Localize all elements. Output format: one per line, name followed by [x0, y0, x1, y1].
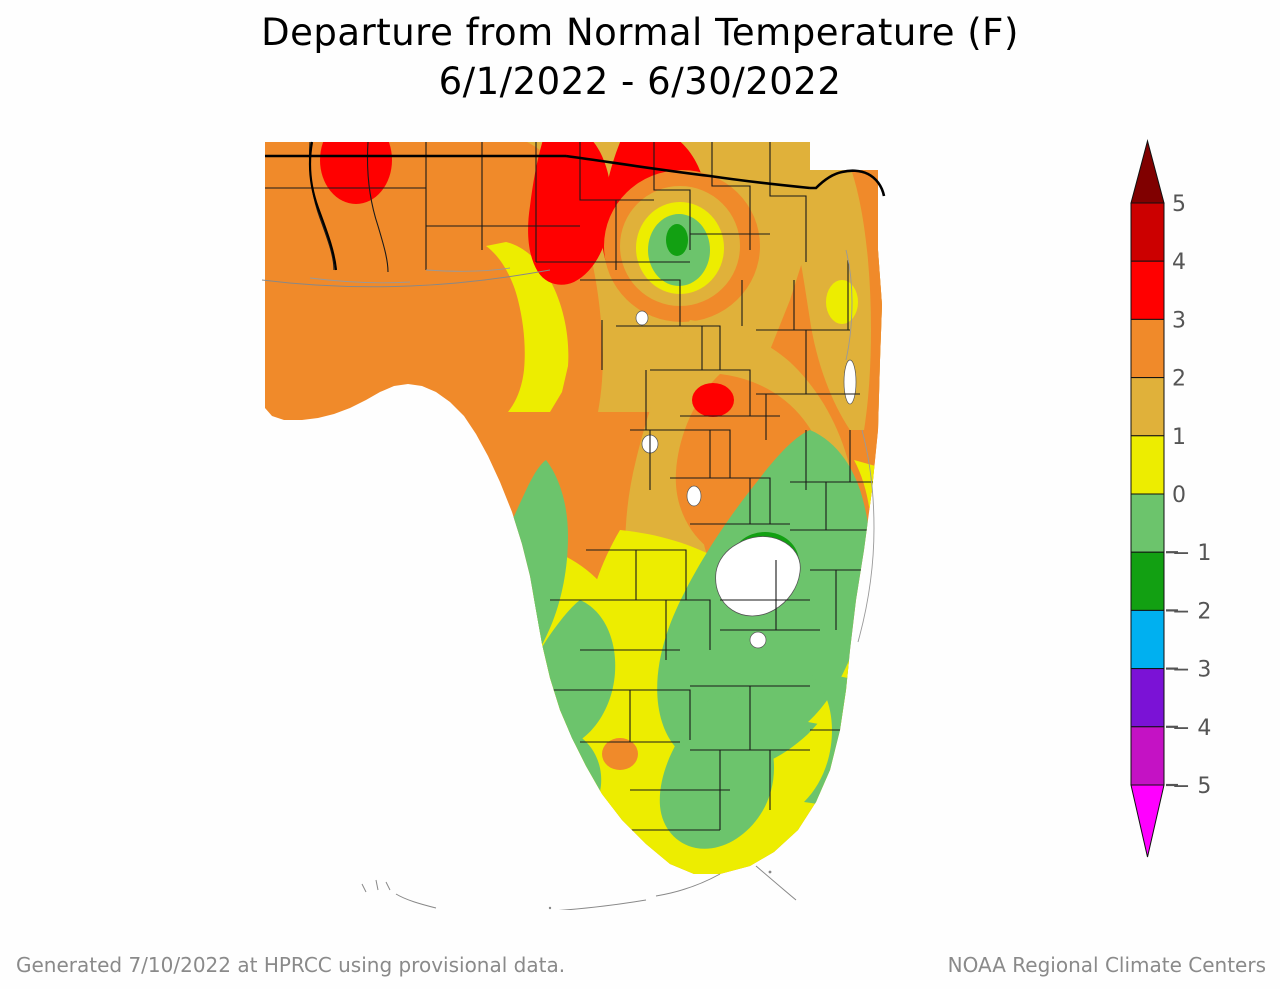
colorbar-tick-label: − 2	[1172, 599, 1211, 624]
colorbar-band	[1130, 377, 1165, 437]
colorbar-band	[1130, 493, 1165, 553]
colorbar-tick-label: 2	[1172, 367, 1186, 392]
florida-temperature-departure-map	[250, 130, 910, 910]
lake-okeechobee	[715, 536, 801, 617]
colorbar-band	[1130, 551, 1165, 611]
colorbar-band	[1130, 435, 1165, 495]
colorbar-tick-label: 3	[1172, 308, 1186, 333]
footer-generated-note: Generated 7/10/2022 at HPRCC using provi…	[16, 953, 566, 977]
colorbar-band	[1130, 668, 1165, 728]
colorbar-tick-label: − 3	[1172, 658, 1211, 683]
county-boundaries-layer	[265, 142, 876, 831]
colorbar-under-arrow	[1130, 784, 1165, 858]
colorbar-tick-label: − 4	[1172, 716, 1211, 741]
colorbar-tick-label: − 1	[1172, 541, 1211, 566]
colorbar-tick-labels: 5 4 3 2 1 0 − 1 − 2 − 3 − 4 − 5	[1172, 192, 1211, 799]
colorbar-tick-label: 0	[1172, 483, 1186, 508]
footer-attribution: NOAA Regional Climate Centers	[947, 953, 1266, 977]
colorbar-over-arrow	[1130, 139, 1165, 204]
colorbar-tick-label: 5	[1172, 192, 1186, 217]
colorbar-band	[1130, 726, 1165, 786]
florida-keys	[361, 865, 797, 910]
colorbar-band	[1130, 609, 1165, 670]
map-contour-fill-layer	[265, 142, 882, 874]
colorbar-bands	[1130, 139, 1165, 858]
state-boundary-layer	[261, 141, 886, 910]
colorbar-tick-label: 4	[1172, 250, 1186, 275]
colorbar-band	[1130, 202, 1165, 262]
colorbar-tick-label: − 5	[1172, 774, 1211, 799]
colorbar-ticks	[1166, 551, 1178, 787]
chart-subtitle-daterange: 6/1/2022 - 6/30/2022	[438, 60, 842, 103]
colorbar-band	[1130, 260, 1165, 320]
colorbar-band	[1130, 318, 1165, 379]
colorbar-tick-label: 1	[1172, 425, 1186, 450]
chart-title-block: Departure from Normal Temperature (F) 6/…	[0, 8, 1280, 106]
chart-title: Departure from Normal Temperature (F)	[261, 11, 1019, 54]
temperature-colorbar-legend: 5 4 3 2 1 0 − 1 − 2 − 3 − 4 − 5	[1128, 138, 1268, 868]
